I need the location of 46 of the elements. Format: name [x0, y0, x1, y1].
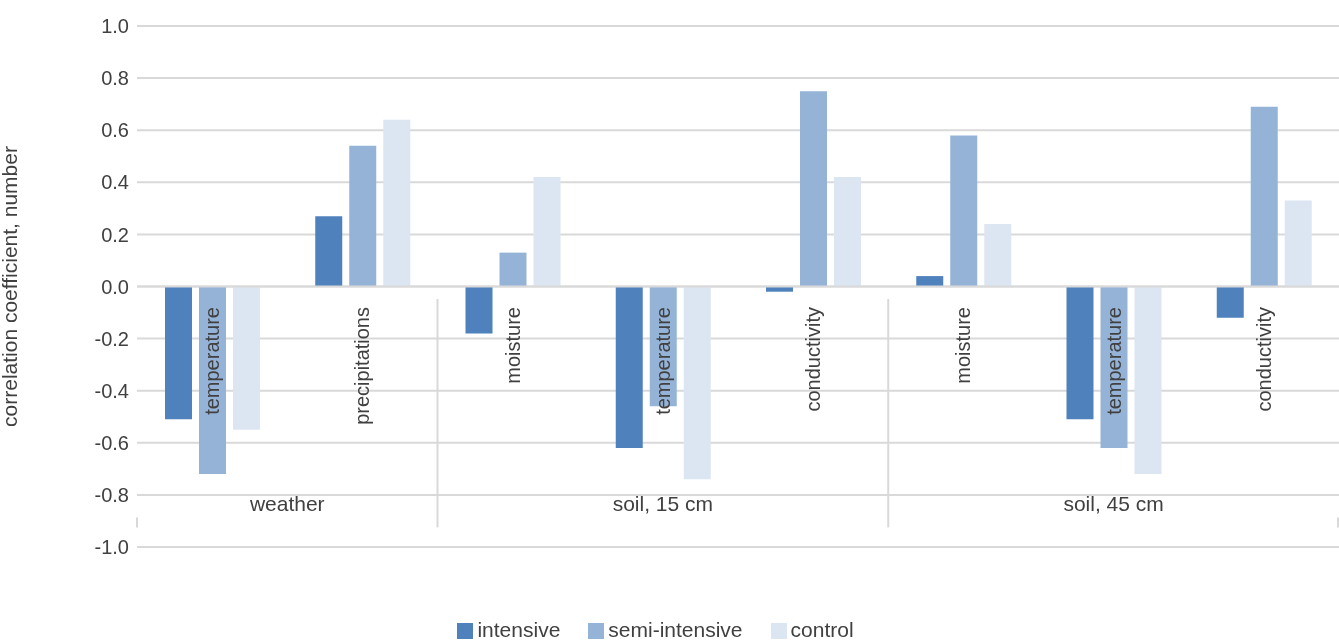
annotation: weather: [248, 492, 325, 516]
bar: [499, 252, 527, 287]
y-tick-label: 0.0: [101, 275, 129, 298]
x-tick-label: precipitations: [351, 307, 374, 425]
x-tick-label: moisture: [501, 307, 524, 384]
bar: [834, 177, 861, 287]
x-tick-label: temperature: [1102, 307, 1125, 415]
bar: [233, 286, 260, 430]
bar: [1284, 200, 1312, 287]
annotation: soil, 45 cm: [1063, 492, 1164, 516]
x-tick-label: moisture: [952, 307, 975, 384]
y-tick-label: 0.4: [101, 171, 129, 194]
y-tick-label: -0.2: [94, 327, 129, 350]
y-tick-label: -0.6: [94, 431, 129, 454]
bar: [465, 286, 493, 334]
bar: [916, 276, 944, 287]
bar: [800, 91, 827, 287]
bar: [165, 286, 192, 420]
bar: [1066, 286, 1094, 420]
bar: [615, 286, 643, 449]
y-tick-label: 0.2: [101, 223, 129, 246]
y-tick-label: -0.4: [94, 379, 129, 402]
x-tick-label: temperature: [651, 307, 674, 415]
y-tick-label: -0.8: [94, 484, 129, 506]
y-tick-label: 0.6: [101, 119, 129, 142]
bar: [950, 135, 978, 287]
annotation: soil, 15 cm: [612, 492, 714, 516]
y-tick-label: -1.0: [94, 536, 129, 559]
x-tick-label: conductivity: [1252, 307, 1275, 412]
bar: [533, 177, 561, 287]
y-tick-label: 1.0: [101, 15, 129, 38]
bar: [349, 145, 377, 287]
legend-label: semi-intensive: [608, 618, 743, 641]
legend-label: intensive: [477, 618, 561, 641]
bar: [683, 286, 711, 480]
y-axis-title: correlation coefficient, number: [0, 146, 22, 427]
bar: [1250, 106, 1278, 287]
x-tick-label: conductivity: [802, 307, 825, 412]
bar: [1134, 286, 1162, 475]
bar: [984, 223, 1012, 287]
y-tick-label: 0.8: [101, 67, 129, 90]
bar: [383, 119, 411, 287]
bar: [315, 216, 343, 287]
x-tick-label: temperature: [201, 307, 224, 415]
legend-label: control: [790, 618, 854, 641]
bar: [1216, 286, 1244, 318]
